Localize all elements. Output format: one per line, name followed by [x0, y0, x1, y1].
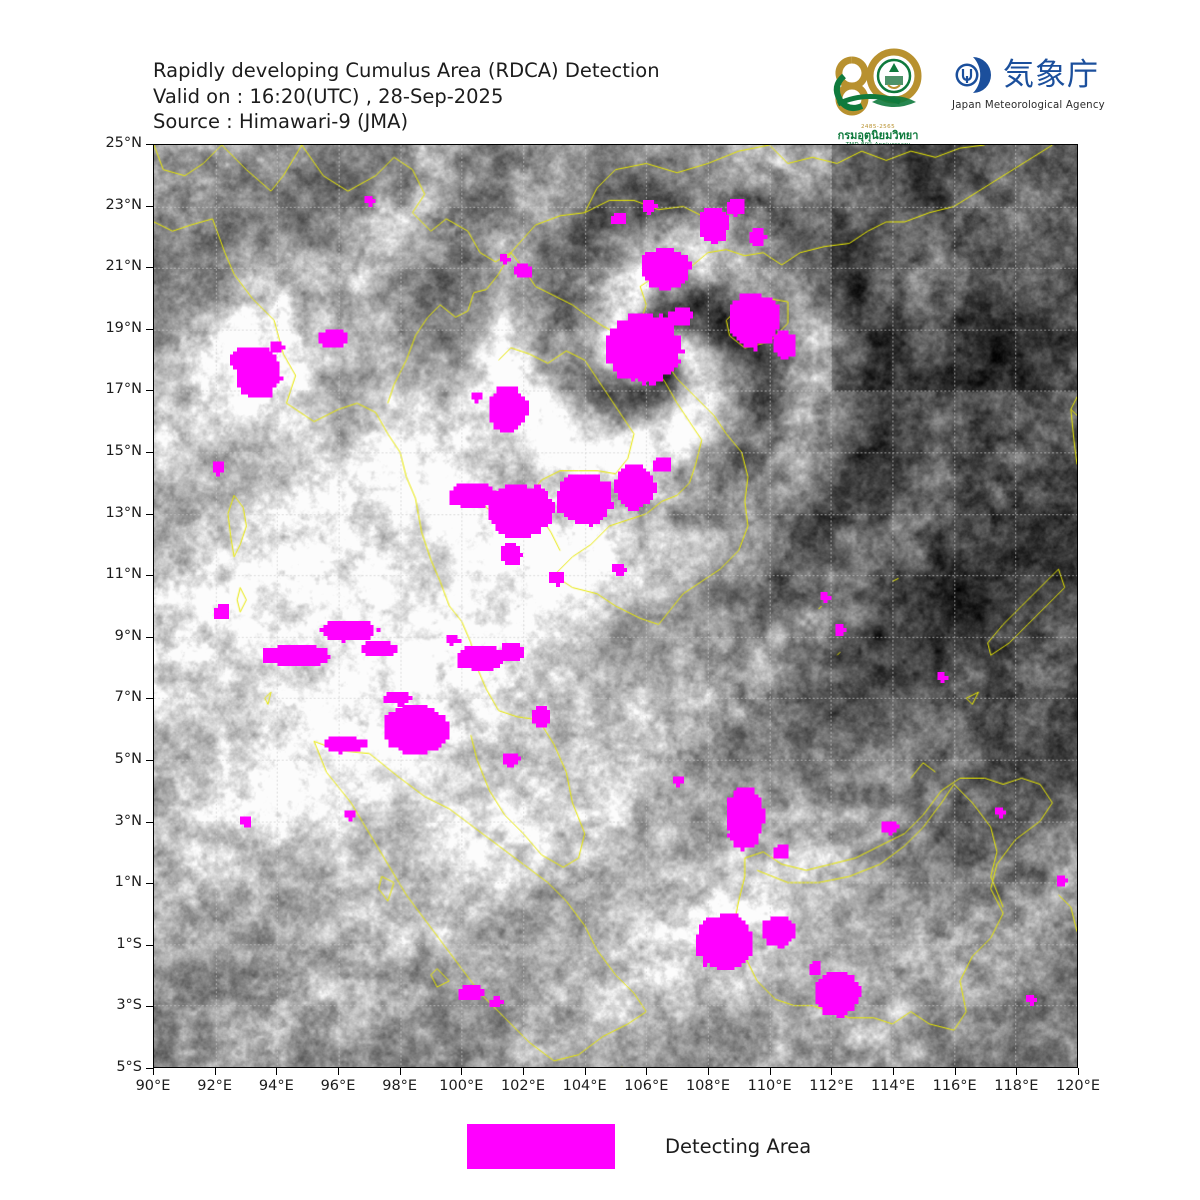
y-tick-mark — [146, 267, 153, 268]
x-tick-mark — [646, 1068, 647, 1075]
x-tick-mark — [276, 1068, 277, 1075]
legend-swatch-detecting-area — [467, 1124, 615, 1169]
x-tick-label: 102°E — [500, 1078, 546, 1094]
x-tick-label: 118°E — [994, 1078, 1039, 1094]
y-tick-mark — [146, 329, 153, 330]
tmd-80th-anniversary-logo: 2485-2565 กรมอุตุนิยมวิทยา TMD 80ᵗʰ Anni… — [822, 46, 934, 148]
x-tick-mark — [770, 1068, 771, 1075]
x-tick-mark — [585, 1068, 586, 1075]
x-tick-label: 96°E — [320, 1078, 356, 1094]
x-tick-mark — [1016, 1068, 1017, 1075]
x-tick-label: 104°E — [562, 1078, 607, 1094]
x-tick-mark — [215, 1068, 216, 1075]
x-tick-label: 94°E — [258, 1078, 294, 1094]
jma-logo-kanji: 気象庁 — [1003, 56, 1099, 93]
y-tick-mark — [146, 760, 153, 761]
y-tick-mark — [146, 452, 153, 453]
y-tick-mark — [146, 575, 153, 576]
x-tick-mark — [955, 1068, 956, 1075]
y-tick-label: 1°N — [114, 874, 142, 891]
title-line-valid-time: Valid on : 16:20(UTC) , 28-Sep-2025 — [153, 84, 504, 108]
y-tick-label: 3°N — [114, 812, 142, 829]
y-tick-mark — [146, 1006, 153, 1007]
x-tick-mark — [153, 1068, 154, 1075]
x-tick-label: 110°E — [747, 1078, 792, 1094]
y-tick-mark — [146, 822, 153, 823]
x-tick-mark — [400, 1068, 401, 1075]
x-tick-mark — [338, 1068, 339, 1075]
x-tick-label: 116°E — [932, 1078, 977, 1094]
x-tick-mark — [523, 1068, 524, 1075]
page-title: Rapidly developing Cumulus Area (RDCA) D… — [153, 58, 660, 135]
x-tick-mark — [708, 1068, 709, 1075]
y-tick-mark — [146, 144, 153, 145]
logo-row: 2485-2565 กรมอุตุนิยมวิทยา TMD 80ᵗʰ Anni… — [822, 46, 1105, 148]
y-tick-label: 1°S — [116, 935, 142, 952]
y-tick-mark — [146, 514, 153, 515]
y-tick-mark — [146, 883, 153, 884]
x-tick-label: 120°E — [1055, 1078, 1101, 1094]
x-tick-label: 98°E — [382, 1078, 418, 1094]
y-tick-label: 13°N — [105, 504, 142, 521]
tmd-logo-thai-name: กรมอุตุนิยมวิทยา — [837, 129, 919, 142]
y-tick-mark — [146, 637, 153, 638]
tmd-emblem-icon — [833, 48, 922, 116]
x-tick-label: 108°E — [685, 1078, 731, 1094]
y-tick-mark — [146, 698, 153, 699]
jma-logo-english: Japan Meteorological Agency — [952, 100, 1105, 111]
tmd-logo-years: 2485-2565 — [860, 124, 896, 130]
y-tick-mark — [146, 390, 153, 391]
y-tick-label: 11°N — [105, 566, 142, 583]
y-tick-mark — [146, 206, 153, 207]
rdca-detecting-area-overlay — [154, 145, 1077, 1067]
x-tick-label: 92°E — [197, 1078, 233, 1094]
satellite-map-plot — [153, 144, 1078, 1068]
x-tick-label: 100°E — [439, 1078, 484, 1094]
y-tick-label: 25°N — [105, 135, 142, 151]
jma-mark-icon — [955, 57, 991, 93]
y-tick-label: 9°N — [114, 627, 142, 644]
x-tick-label: 106°E — [624, 1078, 669, 1094]
legend-label-detecting-area: Detecting Area — [665, 1135, 812, 1158]
title-line-source: Source : Himawari-9 (JMA) — [153, 110, 409, 133]
y-tick-label: 5°S — [116, 1059, 142, 1075]
y-tick-label: 15°N — [105, 443, 142, 459]
y-tick-label: 3°S — [116, 997, 142, 1014]
x-tick-mark — [831, 1068, 832, 1075]
x-tick-mark — [461, 1068, 462, 1075]
x-tick-label: 90°E — [135, 1078, 171, 1094]
x-tick-mark — [1078, 1068, 1079, 1075]
x-tick-label: 114°E — [870, 1078, 916, 1094]
y-tick-label: 17°N — [105, 381, 142, 398]
y-tick-label: 7°N — [114, 689, 142, 706]
title-line-product: Rapidly developing Cumulus Area (RDCA) D… — [153, 59, 660, 82]
x-tick-label: 112°E — [809, 1078, 854, 1094]
japan-meteorological-agency-logo: 気象庁 Japan Meteorological Agency — [952, 54, 1105, 132]
y-tick-mark — [146, 1068, 153, 1069]
y-tick-label: 23°N — [105, 196, 142, 213]
y-tick-label: 19°N — [105, 319, 142, 336]
legend: Detecting Area — [467, 1124, 811, 1169]
y-tick-label: 5°N — [114, 751, 142, 767]
y-tick-mark — [146, 945, 153, 946]
y-tick-label: 21°N — [105, 258, 142, 275]
x-tick-mark — [893, 1068, 894, 1075]
